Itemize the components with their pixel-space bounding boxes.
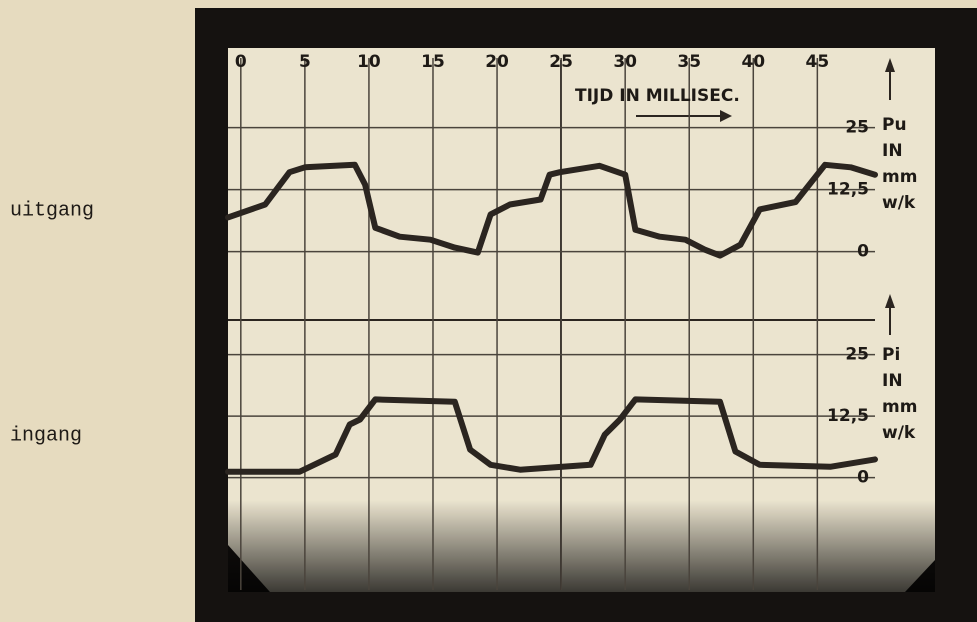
x-tick-label: 10 bbox=[357, 52, 381, 72]
y-tick-label: 25 bbox=[845, 345, 869, 365]
x-tick-label: 15 bbox=[421, 52, 445, 72]
y-axis-label: Pu bbox=[882, 115, 907, 135]
y-axis-label: w/k bbox=[882, 193, 916, 213]
y-axis-label: IN bbox=[882, 141, 903, 161]
y-tick-label: 12,5 bbox=[827, 180, 869, 200]
y-axis-label: w/k bbox=[882, 423, 916, 443]
x-tick-label: 40 bbox=[741, 52, 765, 72]
y-tick-label: 12,5 bbox=[827, 406, 869, 426]
x-tick-label: 35 bbox=[677, 52, 701, 72]
annotation: TIJD IN MILLISEC. bbox=[575, 86, 740, 106]
y-axis-label: mm bbox=[882, 167, 917, 187]
x-tick-label: 30 bbox=[613, 52, 637, 72]
y-tick-label: 25 bbox=[845, 118, 869, 138]
y-tick-label: 0 bbox=[857, 242, 869, 262]
chart: 051015202530354045012,525TIJD IN MILLISE… bbox=[0, 0, 977, 622]
y-axis-label: mm bbox=[882, 397, 917, 417]
y-axis-label: Pi bbox=[882, 345, 900, 365]
x-tick-label: 0 bbox=[235, 52, 247, 72]
series-label: ingang bbox=[10, 424, 82, 447]
x-tick-label: 25 bbox=[549, 52, 573, 72]
x-tick-label: 20 bbox=[485, 52, 509, 72]
vignette bbox=[228, 500, 935, 592]
series-label: uitgang bbox=[10, 199, 94, 222]
x-tick-label: 5 bbox=[299, 52, 311, 72]
y-axis-label: IN bbox=[882, 371, 903, 391]
y-tick-label: 0 bbox=[857, 468, 869, 488]
x-tick-label: 45 bbox=[806, 52, 830, 72]
